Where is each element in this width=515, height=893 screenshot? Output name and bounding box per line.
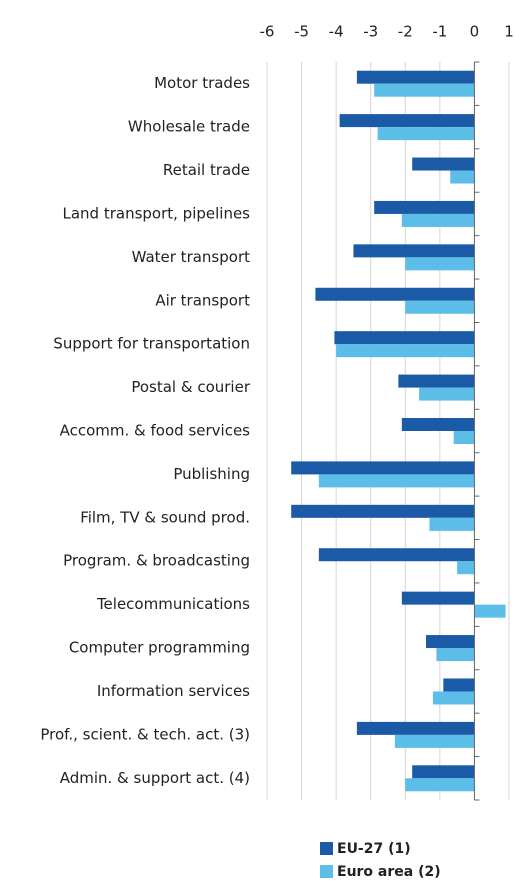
bar: [336, 344, 475, 358]
y-tick-label: Accomm. & food services: [60, 422, 251, 440]
y-tick-label: Support for transportation: [53, 335, 250, 353]
bar: [318, 474, 475, 488]
x-tick-label: -1: [432, 23, 447, 41]
bar: [356, 70, 475, 84]
bar: [356, 721, 475, 735]
bar: [453, 431, 475, 444]
bar: [394, 734, 475, 748]
y-tick-label: Film, TV & sound prod.: [80, 508, 250, 526]
x-tick-label: 0: [470, 23, 480, 41]
y-tick-label: Postal & courier: [131, 378, 250, 396]
y-tick-label: Admin. & support act. (4): [60, 769, 250, 787]
bar: [405, 778, 475, 792]
bar: [412, 765, 475, 779]
bar: [401, 591, 475, 605]
y-tick-label: Land transport, pipelines: [62, 204, 250, 222]
y-tick-label: Water transport: [132, 248, 251, 266]
x-tick-label: -6: [260, 23, 275, 41]
bar: [450, 170, 475, 184]
y-tick-label: Publishing: [173, 465, 250, 483]
bar: [405, 257, 475, 271]
bar: [412, 157, 475, 171]
x-tick-label: 1: [504, 23, 514, 41]
legend-label: Euro area (2): [337, 864, 441, 880]
bar: [398, 374, 475, 388]
bar: [432, 691, 475, 705]
bar: [443, 678, 475, 692]
y-tick-label: Motor trades: [154, 74, 250, 92]
bar: [474, 604, 506, 618]
legend-label: EU-27 (1): [337, 841, 411, 857]
x-tick-label: -2: [398, 23, 413, 41]
bar: [419, 387, 475, 401]
bar: [457, 561, 475, 575]
bar: [318, 548, 475, 562]
y-tick-label: Retail trade: [163, 161, 250, 179]
y-tick-label: Wholesale trade: [128, 118, 250, 136]
bar: [426, 635, 475, 649]
bar: [291, 504, 475, 518]
y-tick-label: Air transport: [155, 291, 250, 309]
legend-swatch: [320, 865, 333, 878]
bar: [291, 461, 475, 475]
y-tick-label: Program. & broadcasting: [63, 552, 250, 570]
bar: [353, 244, 475, 258]
bar: [315, 287, 475, 301]
bar: [334, 331, 475, 345]
bar: [374, 200, 475, 214]
x-tick-label: -5: [294, 23, 309, 41]
x-tick-label: -4: [329, 23, 344, 41]
y-tick-label: Prof., scient. & tech. act. (3): [40, 725, 250, 743]
bar: [339, 114, 475, 128]
bar: [377, 127, 475, 141]
bar: [401, 418, 475, 431]
y-tick-label: Computer programming: [69, 639, 250, 657]
y-tick-label: Information services: [97, 682, 250, 700]
bar: [429, 517, 475, 531]
x-tick-label: -3: [363, 23, 378, 41]
bar: [405, 300, 475, 314]
bar: [401, 213, 475, 227]
bar: [374, 83, 475, 97]
legend-swatch: [320, 842, 333, 855]
y-tick-label: Telecommunications: [96, 595, 250, 613]
bar: [436, 648, 475, 662]
